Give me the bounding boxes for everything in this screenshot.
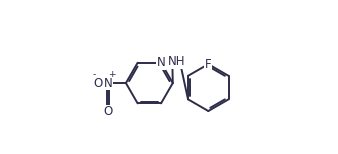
Text: N: N [103, 77, 112, 89]
Text: O: O [103, 105, 112, 118]
Text: O: O [93, 77, 102, 89]
Text: N: N [157, 56, 165, 69]
Text: -: - [93, 70, 96, 79]
Text: NH: NH [168, 55, 185, 68]
Text: F: F [205, 58, 212, 71]
Text: +: + [108, 70, 115, 79]
